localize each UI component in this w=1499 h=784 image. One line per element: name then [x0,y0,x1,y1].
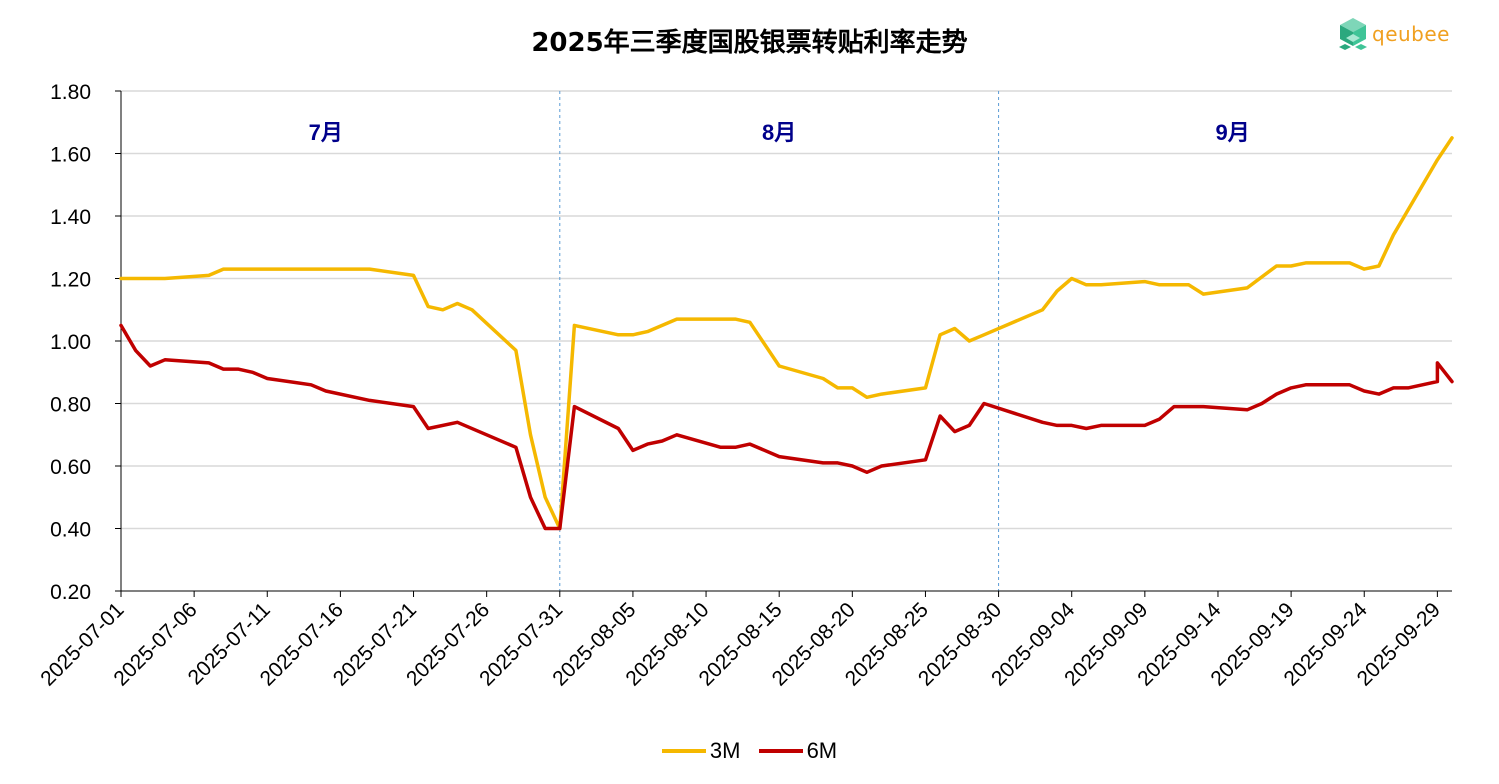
legend-label-6m: 6M [806,738,838,763]
axes: 0.200.400.600.801.001.201.401.601.802025… [36,81,1452,690]
legend-item-3m: 3M [661,738,741,764]
legend-label-3m: 3M [709,738,741,763]
y-tick-label: 1.20 [50,269,91,292]
y-tick-label: 0.40 [50,519,91,542]
series-lines [119,136,1454,531]
logo-text: qeubee [1372,22,1450,46]
legend-swatch-6m [758,749,803,753]
y-tick-label: 0.20 [50,581,91,604]
month-label: 7月 [309,120,343,145]
y-tick-label: 1.80 [50,81,91,104]
legend-item-6m: 6M [758,738,838,764]
month-label: 8月 [762,120,796,145]
y-tick-label: 0.60 [50,456,91,479]
y-tick-label: 1.60 [50,144,91,167]
chart-title: 2025年三季度国股银票转贴利率走势 [531,28,968,58]
y-tick-label: 1.00 [50,331,91,354]
month-labels: 7月 8月 9月 [309,120,1250,145]
month-label: 9月 [1215,120,1249,145]
legend: 3M 6M [0,733,1499,764]
y-tick-label: 1.40 [50,206,91,229]
cube-logo-icon [1339,18,1367,50]
grid-lines [121,90,1452,530]
series-line-6m [119,323,1454,531]
legend-swatch-3m [661,749,706,753]
y-tick-label: 0.80 [50,394,91,417]
series-line-3m [119,136,1454,531]
qeubee-logo: qeubee [1336,16,1456,56]
